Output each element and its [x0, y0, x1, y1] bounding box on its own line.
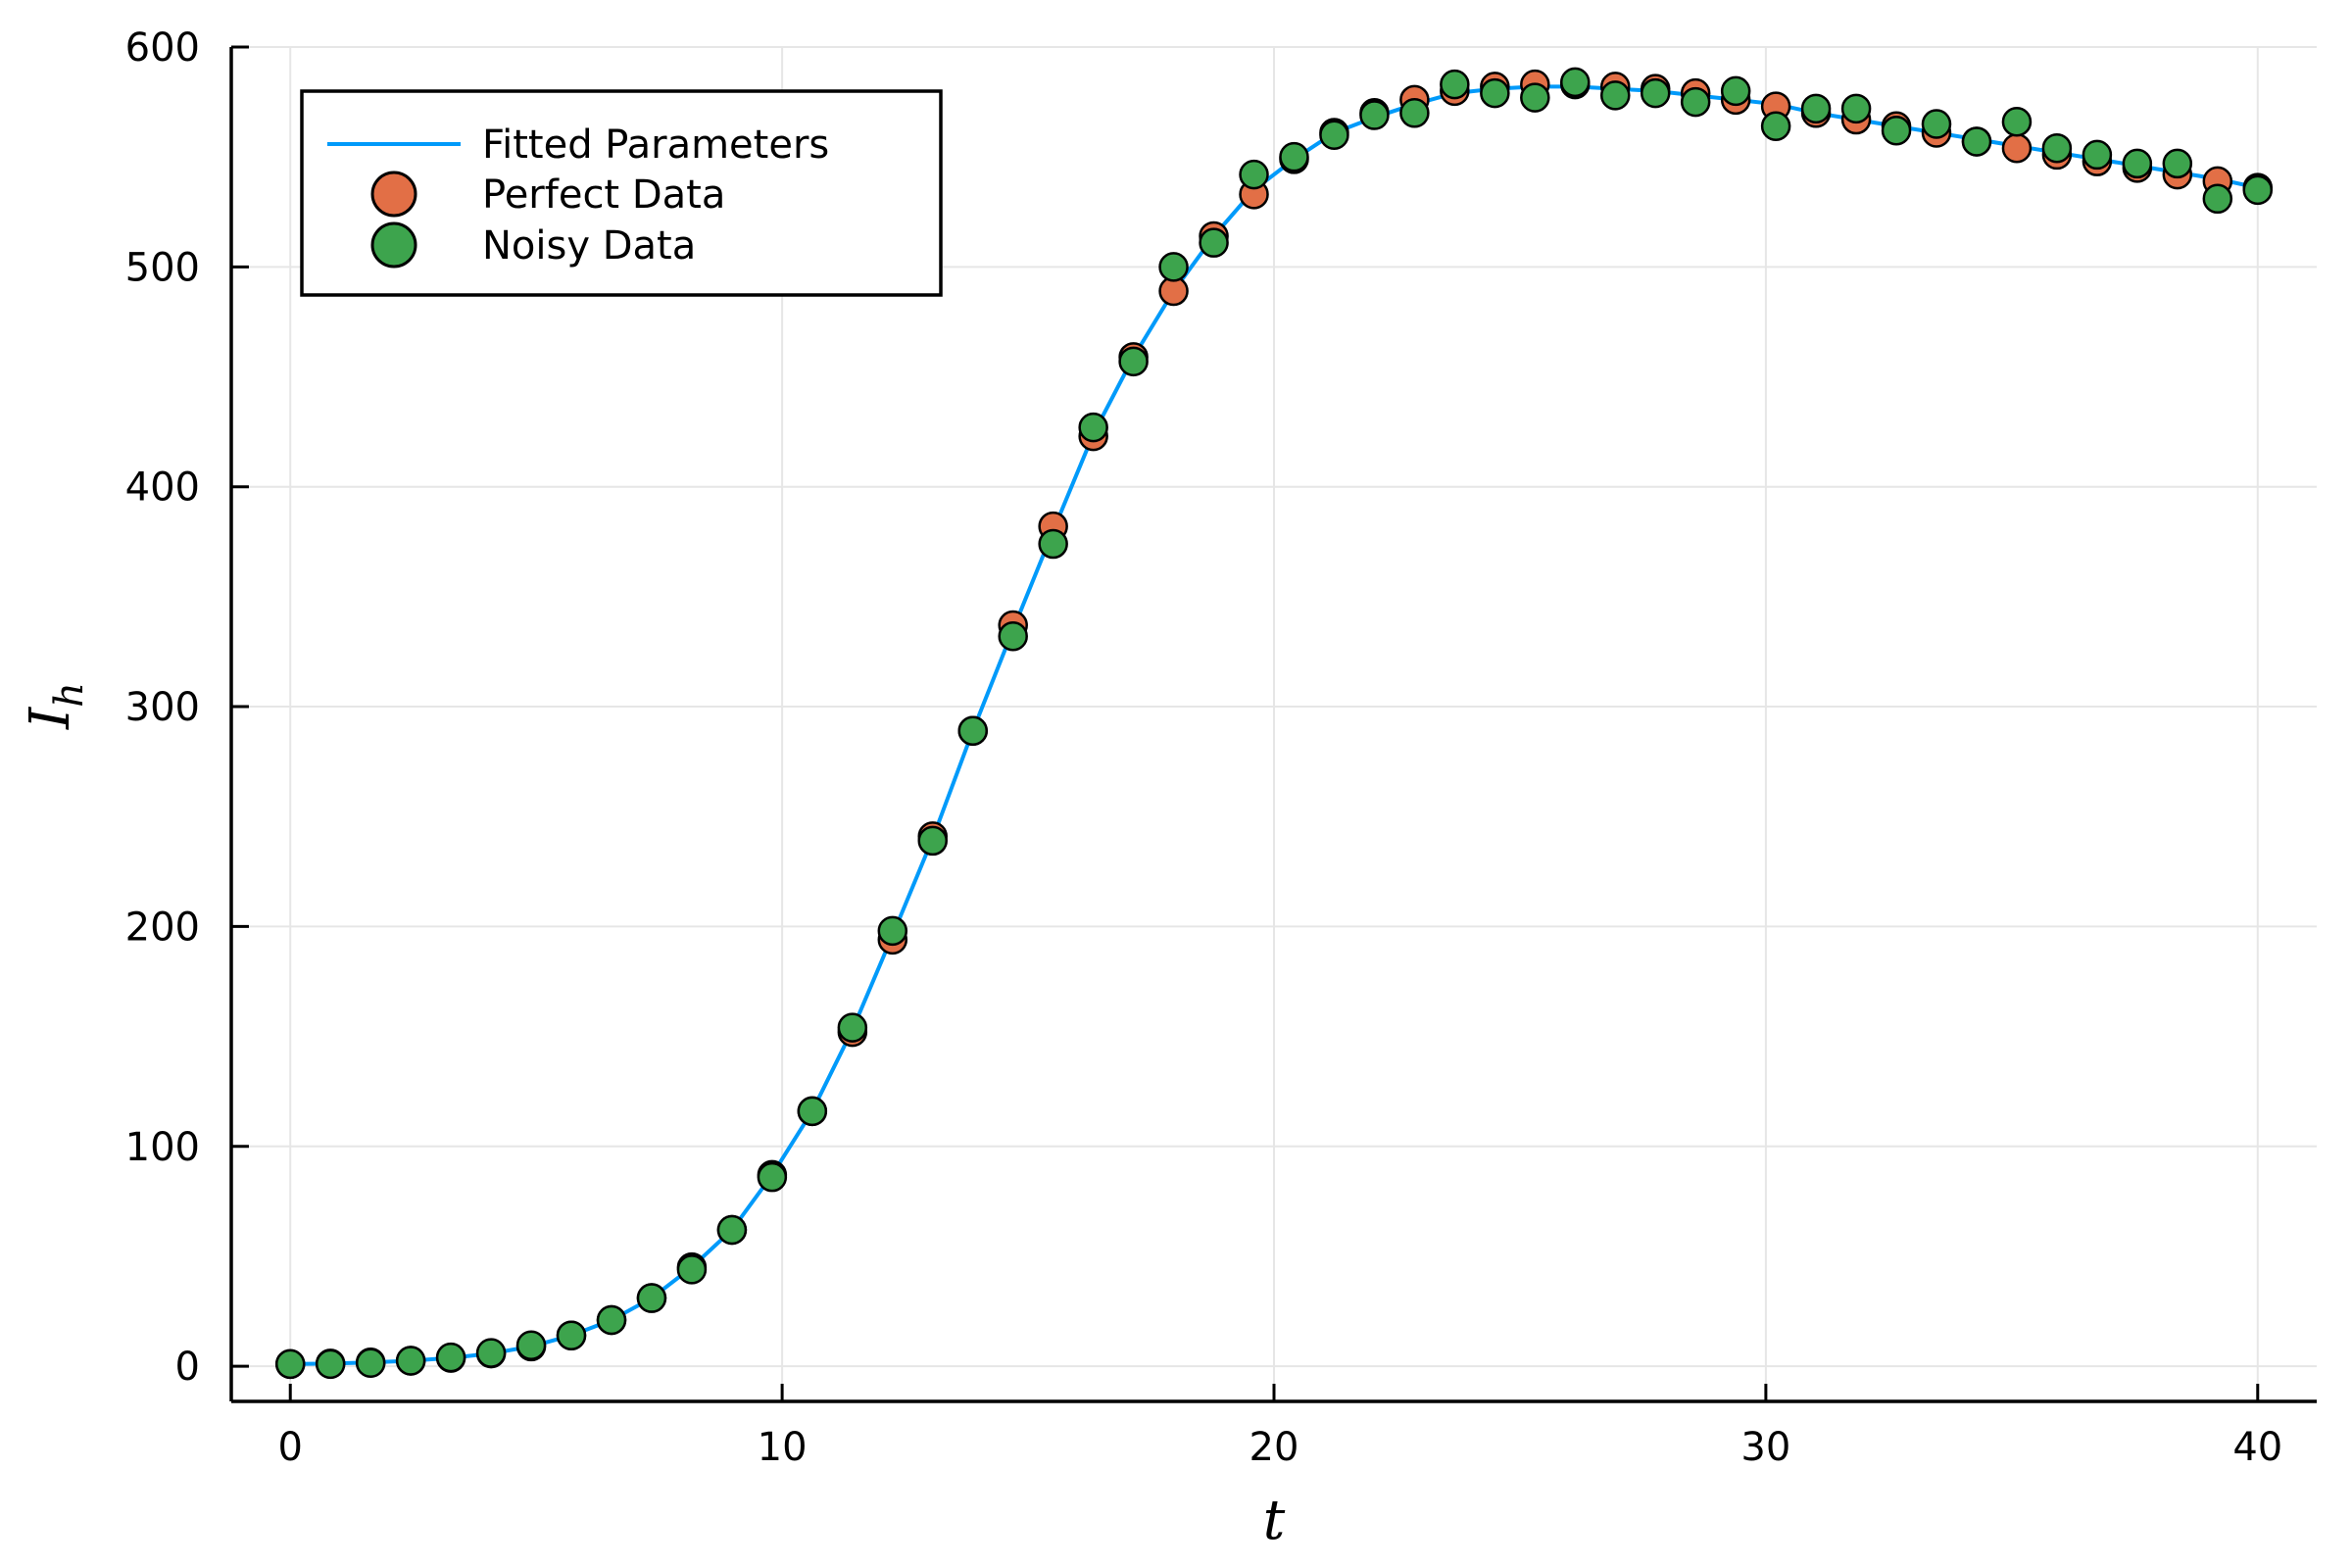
noisy-data-point: [797, 1096, 828, 1127]
x-axis-label: t: [1263, 1489, 1286, 1552]
y-tick-label: 600: [125, 25, 200, 71]
noisy-data-point: [837, 1012, 868, 1043]
noisy-data-point: [274, 1348, 306, 1380]
noisy-data-point: [757, 1161, 788, 1193]
y-tick-label: 100: [125, 1125, 200, 1170]
noisy-data-point: [2162, 148, 2193, 179]
noisy-data-point: [1158, 252, 1189, 282]
noisy-data-point: [515, 1330, 547, 1361]
noisy-data-point: [2122, 148, 2153, 179]
noisy-data-point: [1078, 412, 1108, 443]
noisy-data-point: [1399, 98, 1430, 128]
noisy-data-point: [2001, 107, 2033, 137]
noisy-data-point: [1560, 67, 1591, 98]
noisy-data-point: [1359, 100, 1390, 130]
y-tick-label: 300: [125, 685, 200, 730]
noisy-data-point: [676, 1254, 708, 1285]
noisy-data-point: [1760, 111, 1791, 142]
y-tick-label: 200: [125, 905, 200, 950]
noisy-data-point: [1921, 109, 1952, 139]
legend-marker-noisy: [370, 221, 417, 269]
noisy-data-point: [1600, 80, 1631, 111]
noisy-data-point: [1881, 116, 1912, 146]
noisy-data-point: [636, 1283, 667, 1313]
noisy-data-point: [475, 1338, 507, 1368]
legend-label-perfect: Perfect Data: [482, 172, 725, 218]
noisy-data-point: [355, 1348, 386, 1378]
noisy-data-point: [716, 1214, 748, 1246]
noisy-data-point: [1961, 126, 1992, 157]
noisy-data-point: [1440, 69, 1470, 100]
legend: Fitted Parameters Perfect Data Noisy Dat…: [300, 89, 943, 297]
noisy-data-point: [1680, 86, 1711, 118]
noisy-data-point: [315, 1348, 346, 1380]
noisy-data-point: [2082, 139, 2113, 171]
noisy-data-point: [1319, 120, 1349, 150]
y-axis-label: Ih: [19, 682, 92, 730]
noisy-data-point: [2041, 132, 2073, 164]
axes: [229, 45, 2317, 1403]
legend-marker-perfect: [370, 171, 417, 218]
y-tick-label: 500: [125, 245, 200, 290]
noisy-data-point: [1199, 227, 1229, 258]
noisy-data-point: [596, 1304, 627, 1336]
x-tick-label: 10: [758, 1425, 808, 1470]
noisy-data-point: [957, 715, 988, 746]
legend-label-noisy: Noisy Data: [482, 223, 696, 269]
noisy-data-point: [556, 1320, 587, 1350]
x-tick-label: 20: [1250, 1425, 1299, 1470]
noisy-data-point: [1640, 77, 1671, 109]
y-tick-label: 400: [125, 466, 200, 511]
noisy-data-point: [1038, 528, 1068, 560]
grid: [231, 46, 2317, 1401]
legend-label-fitted: Fitted Parameters: [482, 122, 829, 168]
noisy-data-point: [998, 621, 1028, 652]
noisy-data-point: [1520, 82, 1550, 113]
svg-text:Ih: Ih: [19, 682, 92, 730]
y-axis-label-subscript: h: [47, 682, 92, 708]
noisy-data-point: [395, 1346, 426, 1376]
x-tick-label: 40: [2232, 1425, 2282, 1470]
x-tick-label: 0: [277, 1425, 302, 1470]
perfect-data-point: [2001, 132, 2033, 164]
noisy-data-point: [1720, 75, 1751, 107]
noisy-data-point: [1239, 159, 1269, 190]
x-tick-label: 30: [1740, 1425, 1790, 1470]
noisy-data-point: [435, 1342, 466, 1373]
noisy-data-point: [1480, 77, 1510, 109]
data-points: [274, 67, 2274, 1380]
noisy-data-point: [1279, 141, 1309, 172]
noisy-data-point: [1118, 346, 1149, 377]
noisy-data-point: [917, 825, 948, 857]
noisy-data-point: [1840, 93, 1872, 124]
noisy-data-point: [2242, 174, 2274, 206]
noisy-data-point: [2202, 183, 2233, 215]
noisy-data-point: [877, 915, 908, 947]
noisy-data-point: [1800, 93, 1832, 124]
y-tick-label: 0: [175, 1345, 200, 1390]
y-axis-label-main: I: [19, 706, 82, 730]
